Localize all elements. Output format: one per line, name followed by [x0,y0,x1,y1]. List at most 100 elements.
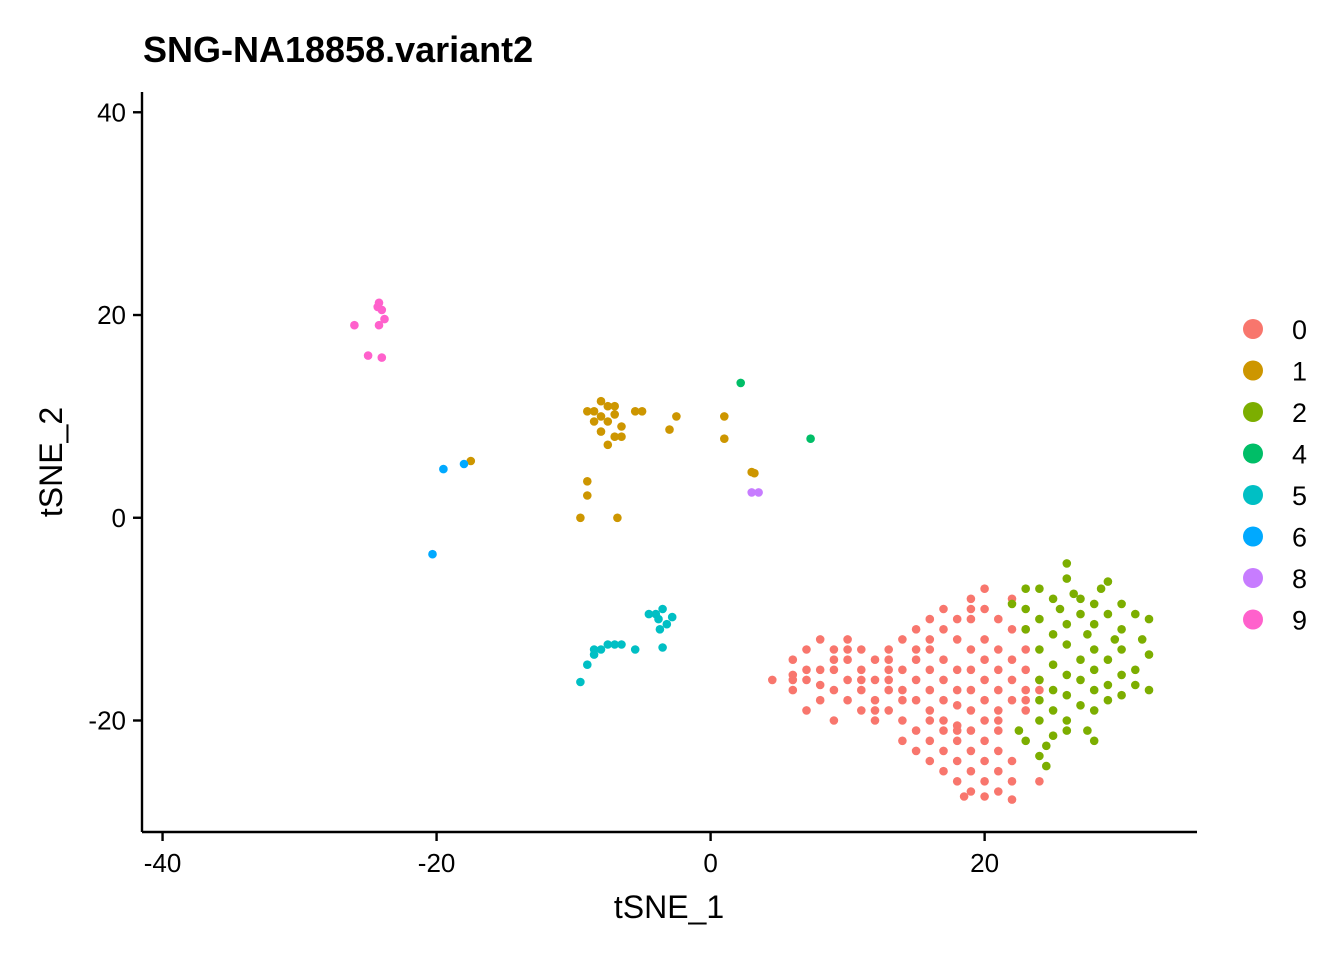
data-point-cluster-0 [843,635,852,644]
data-point-cluster-5 [583,660,592,669]
data-point-cluster-2 [1137,635,1147,644]
y-axis-title: tSNE_2 [33,407,69,517]
data-point-cluster-0 [925,645,935,654]
data-point-cluster-0 [939,695,948,705]
legend-key-5 [1243,485,1263,505]
data-point-cluster-0 [966,706,976,715]
data-point-cluster-0 [980,655,989,664]
data-point-cluster-2 [1035,645,1044,654]
data-point-cluster-5 [576,677,585,687]
data-point-cluster-0 [843,645,852,654]
data-point-cluster-0 [939,625,948,634]
data-point-cluster-1 [589,417,599,426]
data-point-cluster-0 [768,675,777,685]
data-point-cluster-2 [1089,736,1099,746]
data-point-cluster-0 [898,695,907,705]
data-point-cluster-5 [662,619,672,629]
data-point-cluster-1 [720,412,729,421]
data-point-cluster-1 [596,427,606,436]
data-point-cluster-1 [603,401,613,411]
data-point-cluster-5 [658,604,667,614]
legend-key-8 [1243,568,1263,588]
data-point-cluster-0 [1035,777,1044,786]
data-point-cluster-2 [1007,599,1017,609]
data-point-cluster-0 [802,675,811,685]
data-point-cluster-0 [966,726,976,735]
data-point-cluster-0 [966,746,976,756]
data-point-cluster-5 [630,645,640,654]
data-point-cluster-2 [1021,604,1030,614]
data-point-cluster-5 [667,612,677,622]
data-point-cluster-0 [966,665,976,675]
data-point-cluster-2 [1089,645,1099,654]
data-point-cluster-2 [1144,650,1154,659]
data-point-cluster-0 [884,706,893,715]
data-point-cluster-0 [994,787,1003,796]
data-point-cluster-0 [857,675,866,685]
data-point-cluster-0 [994,706,1003,715]
data-point-cluster-0 [1007,756,1017,766]
data-point-cluster-0 [952,635,962,644]
data-point-cluster-0 [980,584,989,593]
data-point-cluster-8 [754,488,763,497]
data-point-cluster-0 [994,716,1003,725]
data-point-cluster-1 [665,425,674,434]
data-point-cluster-0 [952,685,962,695]
data-point-cluster-5 [654,614,663,624]
data-point-cluster-1 [610,401,619,411]
data-point-cluster-0 [815,695,825,705]
data-point-cluster-2 [1083,630,1092,639]
data-point-cluster-0 [1021,645,1030,654]
data-point-cluster-0 [802,665,811,675]
legend-label: 9 [1292,606,1307,636]
data-point-cluster-0 [911,726,921,735]
data-point-cluster-2 [1103,680,1113,690]
data-point-cluster-2 [1117,690,1126,700]
data-point-cluster-0 [939,726,948,735]
legend-key-1 [1243,360,1263,381]
data-point-cluster-9 [363,351,373,360]
data-point-cluster-2 [1131,680,1140,690]
data-point-cluster-0 [870,695,880,705]
data-point-cluster-2 [1021,584,1030,593]
y-tick-label: -20 [88,705,126,735]
data-point-cluster-0 [925,614,935,624]
legend-key-6 [1243,526,1263,547]
data-point-cluster-0 [1021,706,1030,715]
data-point-cluster-0 [829,655,839,664]
data-point-cluster-2 [1062,690,1072,700]
data-point-cluster-0 [802,645,811,654]
data-point-cluster-2 [1131,609,1140,619]
data-point-cluster-2 [1117,645,1126,654]
data-point-cluster-2 [1076,655,1085,664]
data-point-cluster-0 [870,716,880,725]
data-point-cluster-0 [994,746,1003,756]
data-point-cluster-2 [1062,726,1072,735]
data-point-cluster-1 [589,407,599,416]
data-point-cluster-1 [672,412,681,421]
data-point-cluster-0 [925,635,935,644]
data-point-cluster-0 [884,655,893,664]
legend-label: 2 [1292,398,1307,428]
data-point-cluster-2 [1117,670,1126,680]
data-point-cluster-0 [994,614,1003,624]
data-point-cluster-0 [857,645,866,654]
data-point-cluster-0 [994,645,1003,654]
data-point-cluster-1 [596,396,606,406]
x-axis-ticks: -40 -20 0 20 [144,832,999,878]
data-point-cluster-4 [736,378,745,388]
data-point-cluster-0 [788,655,798,664]
data-point-cluster-0 [939,716,948,725]
x-axis-title: tSNE_1 [614,889,724,925]
data-points [350,298,1154,804]
data-point-cluster-2 [1096,584,1106,593]
legend-key-4 [1243,443,1263,464]
data-point-cluster-1 [596,412,606,421]
chart-title: SNG-NA18858.variant2 [143,29,533,70]
data-point-cluster-0 [802,706,811,715]
data-point-cluster-0 [1007,777,1017,786]
data-point-cluster-0 [966,594,976,604]
data-point-cluster-5 [589,650,599,659]
data-point-cluster-0 [980,777,989,786]
